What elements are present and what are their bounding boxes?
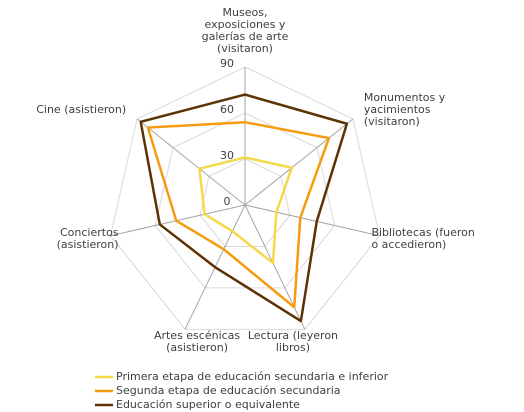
- category-label: Cine (asistieron): [36, 103, 126, 116]
- category-label: Bibliotecas (fueron o accedieron): [371, 226, 474, 251]
- y-tick-label: 90: [220, 57, 234, 70]
- y-tick-label: 60: [220, 103, 234, 116]
- legend-label: Segunda etapa de educación secundaria: [116, 384, 341, 397]
- category-label: Museos, exposiciones y galerías de arte (vi…: [202, 6, 289, 55]
- y-tick-label: 0: [224, 195, 231, 208]
- axis-line: [136, 118, 246, 206]
- series-line: [146, 120, 331, 309]
- category-label: Conciertos (asistieron): [57, 226, 119, 251]
- grid-line: [109, 66, 381, 330]
- axis-line: [244, 204, 380, 237]
- legend-label: Primera etapa de educación secundaria e …: [116, 370, 389, 383]
- y-tick-label: 30: [220, 149, 234, 162]
- category-label: Lectura (leyeron libros): [248, 329, 338, 354]
- category-label: Monumentos y yacimientos (visitaron): [364, 91, 446, 128]
- category-label: Artes escénicas (asistieron): [154, 329, 240, 354]
- axis-line: [244, 118, 354, 206]
- grid-line: [199, 158, 291, 247]
- axis-line: [244, 204, 306, 330]
- legend-label: Educación superior o equivalente: [116, 398, 300, 411]
- series-line: [198, 156, 294, 265]
- series-line: [139, 93, 349, 323]
